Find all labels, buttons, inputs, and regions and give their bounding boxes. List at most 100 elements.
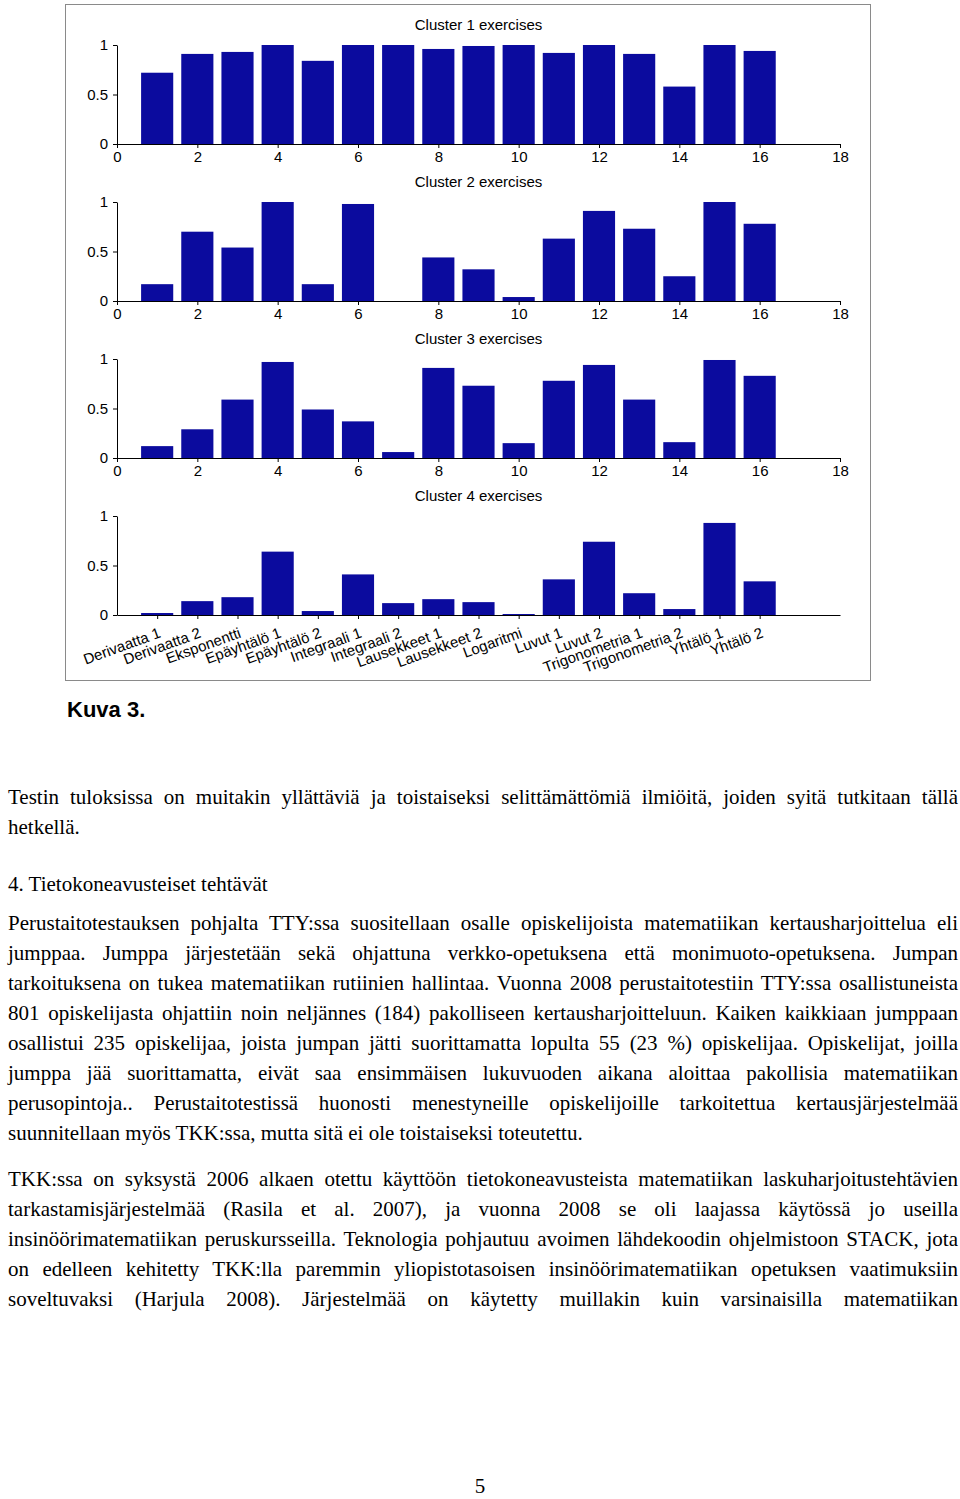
figure: Cluster 1 exercises00.51024681012141618C… [0,0,960,690]
bar [462,602,494,615]
tick: 1 [100,36,117,53]
bar [181,429,213,458]
tick-label: 8 [435,462,443,479]
x-axis: 024681012141618 [113,458,849,479]
axis-line [117,517,118,616]
tick: 14 [671,458,688,479]
bar [744,224,776,301]
tick: 16 [752,301,769,322]
tick: 12 [591,301,608,322]
tick-label: 14 [671,148,688,165]
tick: 10 [511,144,528,165]
bar [623,54,655,144]
bar [663,442,695,458]
bars [141,523,776,615]
figure-caption: Kuva 3. [67,697,145,723]
tick-mark [720,615,721,619]
bar [422,257,454,301]
bar [342,45,374,144]
tick-label: Yhtälö 2 [708,624,766,659]
tick-label: 1 [100,193,108,210]
bar [703,202,735,301]
tick-label: 2 [194,305,202,322]
bar [703,523,735,615]
tick-mark [278,615,279,619]
tick-label: 2 [194,148,202,165]
tick-label: 18 [832,305,849,322]
subplot: Cluster 3 exercises00.51024681012141618 [87,330,849,479]
tick-mark [113,252,117,253]
bar [181,54,213,144]
tick-label: 6 [354,462,362,479]
tick-label: 0 [100,135,108,152]
bar [302,409,334,458]
bar [221,597,253,615]
tick-mark [559,615,560,619]
tick: 18 [832,458,849,479]
axis-line [117,360,118,459]
bar [141,446,173,458]
bar [462,46,494,144]
paragraph: TKK:ssa on syksystä 2006 alkaen otettu k… [8,1164,958,1314]
bar [543,239,575,301]
tick-label: 0 [100,449,108,466]
tick-mark [318,615,319,619]
axis-line [118,458,841,459]
subplot: Cluster 2 exercises00.51024681012141618 [87,173,849,322]
bar [181,601,213,615]
tick-mark [113,359,117,360]
bar [262,362,294,458]
chart-title: Cluster 3 exercises [415,330,543,347]
bar [342,574,374,615]
tick-label: 16 [752,462,769,479]
bar [543,53,575,144]
chart-title: Cluster 1 exercises [415,16,543,33]
bar [623,229,655,301]
tick: 4 [274,144,282,165]
tick: Logaritmi [460,615,524,661]
bar [703,360,735,458]
bar [583,365,615,458]
tick: Yhtälö 2 [708,615,766,659]
tick: 2 [194,144,202,165]
tick-label: 14 [671,305,688,322]
tick-mark [438,615,439,619]
tick: 2 [194,458,202,479]
tick-label: 0 [113,305,121,322]
tick-mark [398,615,399,619]
tick-label: 12 [591,462,608,479]
bars [141,45,776,144]
bar [422,599,454,615]
bars [141,360,776,458]
tick-mark [113,301,117,302]
bar [141,73,173,144]
bar [503,614,535,615]
axis-line [117,46,118,145]
tick-label: 0.5 [87,86,108,103]
tick-mark [479,615,480,619]
tick-mark [519,615,520,619]
axis-line [118,144,841,145]
subplot: Cluster 4 exercises00.51Derivaatta 1Deri… [81,487,841,676]
tick-mark [113,615,117,616]
tick: 6 [354,301,362,322]
tick: 16 [752,458,769,479]
bar [382,603,414,615]
bar [262,45,294,144]
tick-mark [113,458,117,459]
bar [342,204,374,301]
section-heading: 4. Tietokoneavusteiset tehtävät [8,869,958,899]
tick: 8 [435,458,443,479]
tick: 10 [511,301,528,322]
bar [663,276,695,301]
tick-mark [639,615,640,619]
tick: 10 [511,458,528,479]
tick-label: 0 [113,462,121,479]
tick: 1 [100,350,117,367]
bar [221,400,253,458]
bar [462,386,494,458]
bar [382,45,414,144]
bar [422,368,454,458]
body-text: Testin tuloksissa on muitakin yllättäviä… [8,782,958,1314]
tick: 8 [435,144,443,165]
